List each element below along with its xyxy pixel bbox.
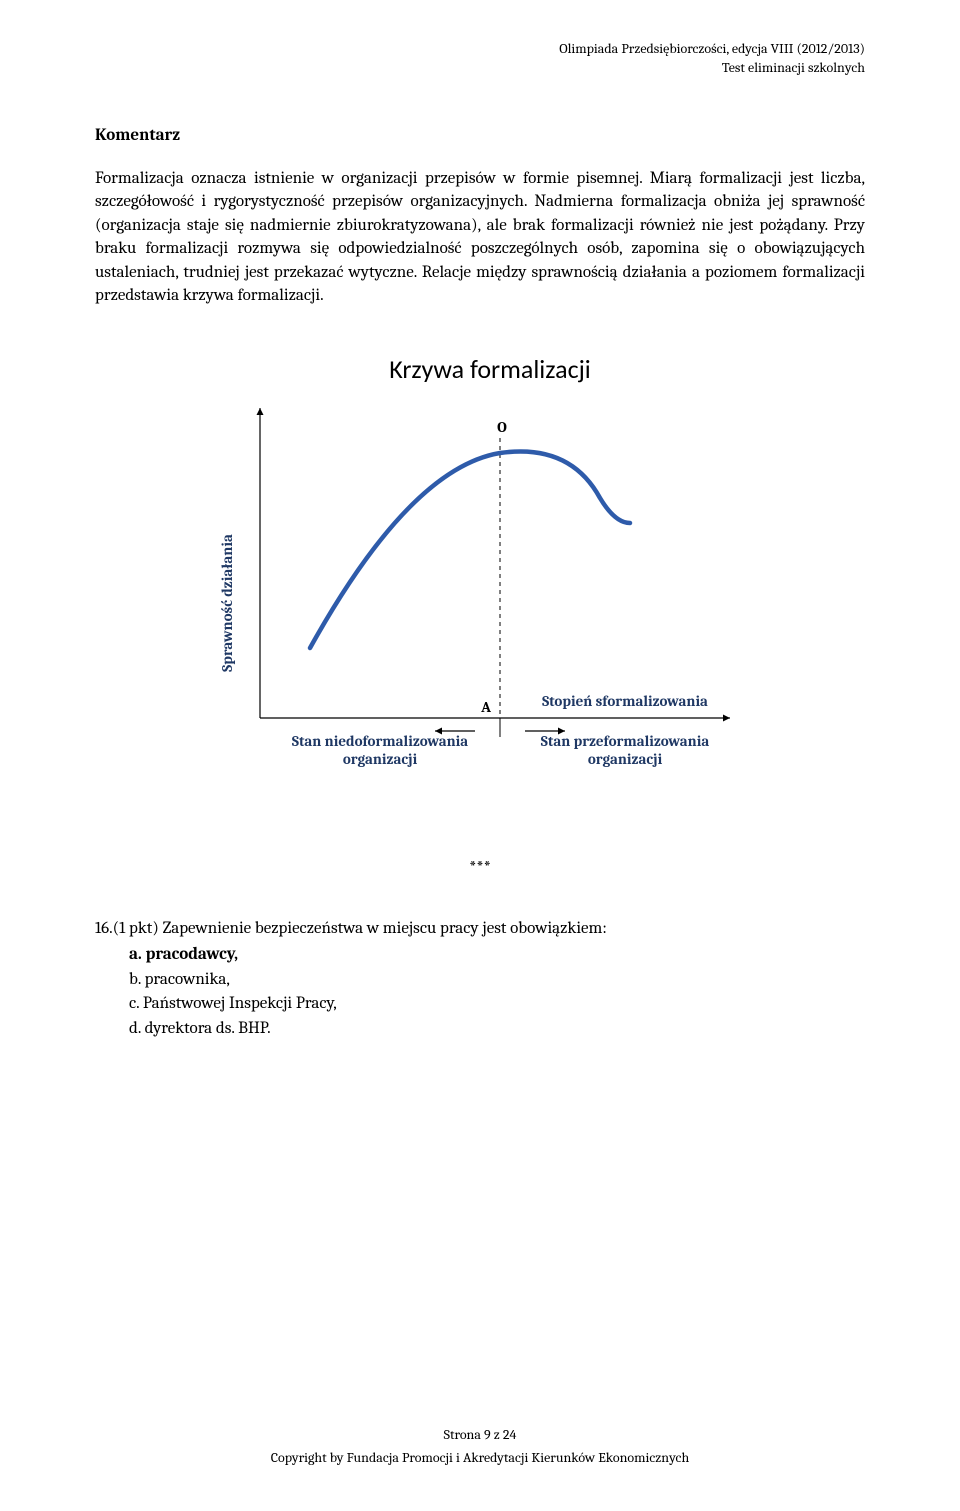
svg-text:Stopień sformalizowania: Stopień sformalizowania (542, 692, 708, 710)
footer-page: Strona 9 z 24 (0, 1424, 960, 1446)
answer-text: dyrektora ds. BHP. (145, 1019, 271, 1038)
header-line1: Olimpiada Przedsiębiorczości, edycja VII… (95, 40, 865, 59)
section-heading: Komentarz (95, 126, 865, 145)
svg-text:Krzywa formalizacji: Krzywa formalizacji (389, 353, 591, 385)
separator: *** (95, 858, 865, 877)
answer-text: pracodawcy, (146, 945, 238, 964)
svg-text:organizacji: organizacji (343, 750, 418, 768)
answer-option: c. Państwowej Inspekcji Pracy, (129, 992, 865, 1017)
answer-letter: c. (129, 994, 143, 1013)
answer-option: b. pracownika, (129, 968, 865, 993)
page-footer: Strona 9 z 24 Copyright by Fundacja Prom… (0, 1424, 960, 1469)
body-paragraph: Formalizacja oznacza istnienie w organiz… (95, 167, 865, 308)
answer-option: d. dyrektora ds. BHP. (129, 1017, 865, 1042)
footer-copyright: Copyright by Fundacja Promocji i Akredyt… (0, 1447, 960, 1469)
page-header: Olimpiada Przedsiębiorczości, edycja VII… (95, 40, 865, 78)
header-line2: Test eliminacji szkolnych (95, 59, 865, 78)
svg-text:Sprawność działania: Sprawność działania (218, 534, 236, 672)
answer-text: Państwowej Inspekcji Pracy, (143, 994, 337, 1013)
question-text: Zapewnienie bezpieczeństwa w miejscu pra… (163, 919, 607, 938)
answer-letter: d. (129, 1019, 145, 1038)
svg-text:Stan przeformalizowania: Stan przeformalizowania (541, 732, 710, 750)
svg-text:O: O (497, 418, 507, 436)
svg-text:Stan niedoformalizowania: Stan niedoformalizowania (292, 732, 468, 750)
answer-option: a. pracodawcy, (129, 943, 865, 968)
svg-text:A: A (480, 698, 491, 716)
question-number: 16. (95, 919, 113, 938)
answer-letter: b. (129, 970, 145, 989)
answer-list: a. pracodawcy,b. pracownika,c. Państwowe… (95, 943, 865, 1042)
question-points: (1 pkt) (113, 919, 159, 938)
answer-letter: a. (129, 945, 146, 964)
svg-text:organizacji: organizacji (588, 750, 663, 768)
question-stem: 16.(1 pkt) Zapewnienie bezpieczeństwa w … (95, 917, 865, 942)
answer-text: pracownika, (145, 970, 230, 989)
chart-svg: Krzywa formalizacji O A Sprawność działania… (170, 348, 790, 808)
question-16: 16.(1 pkt) Zapewnienie bezpieczeństwa w … (95, 917, 865, 1042)
formalization-chart: Krzywa formalizacji O A Sprawność działania… (170, 348, 790, 808)
